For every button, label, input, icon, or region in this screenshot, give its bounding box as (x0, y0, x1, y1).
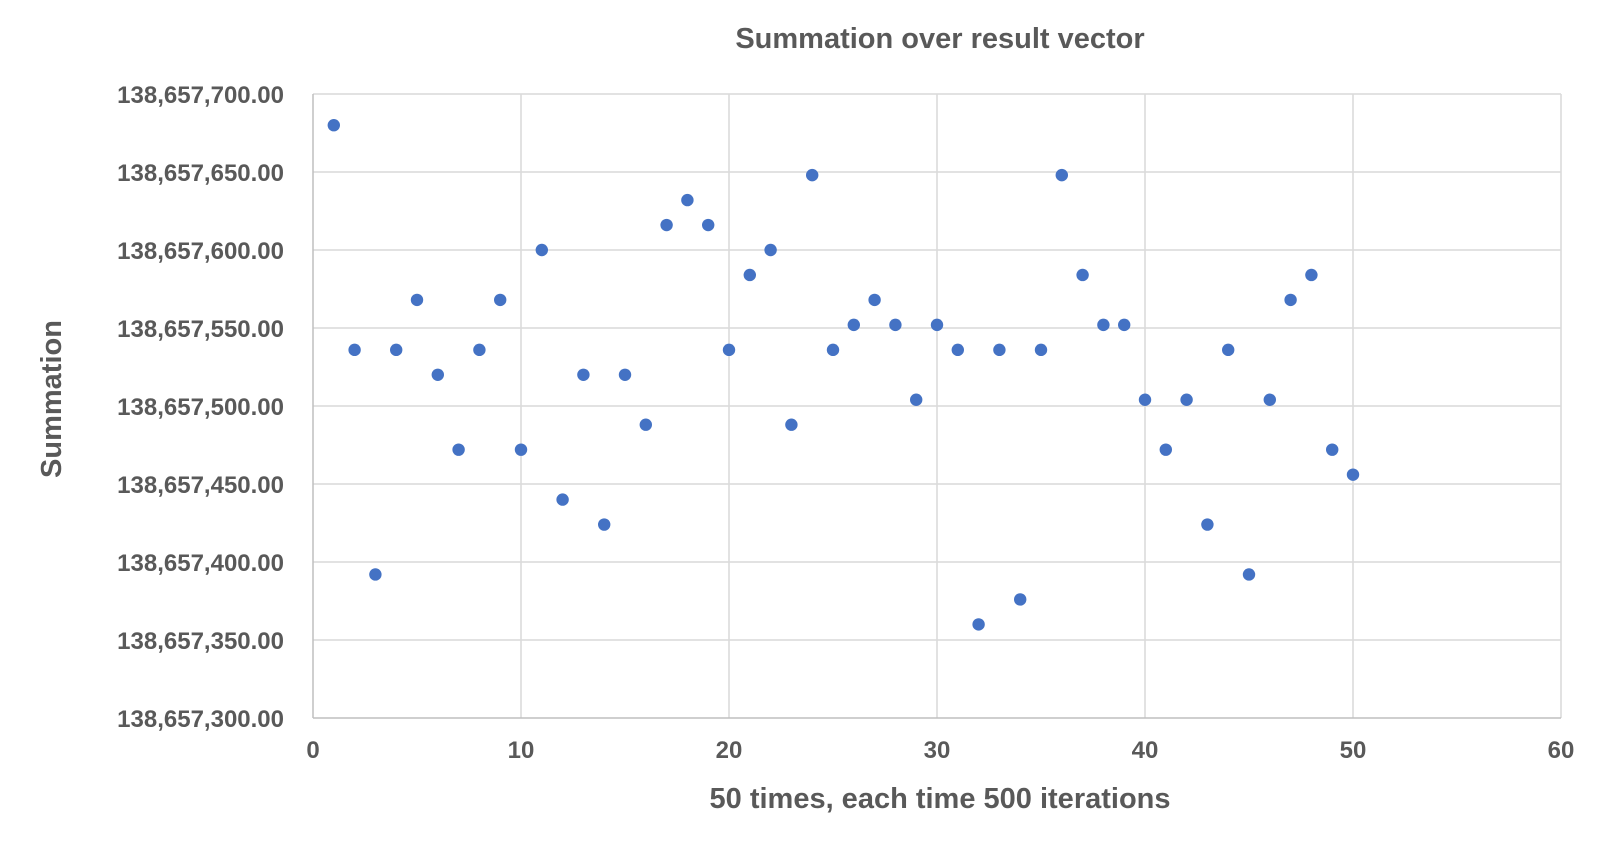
y-tick-label: 138,657,650.00 (117, 160, 284, 187)
data-point (722, 343, 736, 357)
data-point (1014, 593, 1027, 606)
data-point (972, 618, 985, 631)
data-point (868, 293, 881, 307)
data-point (1055, 168, 1069, 182)
data-point (660, 218, 673, 232)
data-point (410, 293, 424, 307)
data-point (1159, 443, 1173, 456)
data-point (1034, 343, 1048, 357)
data-point (826, 343, 840, 357)
data-points (327, 119, 1360, 631)
data-point (702, 218, 715, 232)
x-tick-label: 30 (924, 737, 951, 764)
data-point (1346, 468, 1360, 481)
data-point (348, 343, 361, 357)
data-point (764, 243, 777, 257)
x-tick-label: 60 (1548, 737, 1575, 764)
y-tick-label: 138,657,700.00 (117, 82, 284, 109)
tick-labels: 0 10 20 30 40 50 60 138,657,300.00 138,657,350.0… (117, 82, 1574, 764)
y-tick-label: 138,657,400.00 (117, 550, 284, 577)
data-point (535, 243, 548, 257)
data-point (1097, 318, 1110, 332)
y-tick-label: 138,657,350.00 (117, 628, 284, 655)
x-tick-label: 10 (508, 737, 535, 764)
data-point (951, 343, 964, 357)
y-tick-label: 138,657,300.00 (117, 706, 284, 733)
data-point (327, 119, 340, 132)
data-point (1076, 268, 1089, 282)
data-point (993, 343, 1006, 357)
data-point (556, 493, 569, 506)
data-point (577, 368, 590, 381)
data-point (1242, 568, 1256, 581)
x-tick-label: 0 (306, 737, 319, 764)
chart-title: Summation over result vector (735, 23, 1144, 55)
x-axis-title: 50 times, each time 500 iterations (710, 783, 1171, 815)
data-point (1305, 268, 1318, 282)
data-point (910, 393, 923, 406)
data-point (1326, 443, 1339, 456)
data-point (785, 418, 798, 431)
y-tick-label: 138,657,450.00 (117, 472, 284, 499)
data-point (1222, 343, 1235, 357)
data-point (369, 568, 382, 581)
data-point (514, 443, 528, 456)
data-point (1201, 518, 1214, 531)
data-point (1284, 293, 1297, 307)
data-point (618, 368, 632, 381)
data-point (847, 318, 860, 332)
data-point (889, 318, 902, 332)
y-axis-title: Summation (36, 320, 68, 478)
data-point (452, 443, 465, 456)
data-point (930, 318, 944, 332)
data-point (1263, 393, 1277, 406)
y-tick-label: 138,657,600.00 (117, 238, 284, 265)
data-point (431, 368, 444, 381)
data-point (681, 193, 694, 207)
data-point (473, 343, 486, 357)
data-point (1118, 318, 1131, 332)
y-tick-label: 138,657,500.00 (117, 394, 284, 421)
gridlines (313, 93, 1562, 718)
data-point (1180, 393, 1193, 406)
data-point (598, 518, 611, 531)
data-point (639, 418, 652, 431)
data-point (743, 268, 756, 282)
data-point (494, 293, 507, 307)
data-point (390, 343, 403, 357)
x-tick-label: 20 (716, 737, 743, 764)
x-tick-label: 40 (1132, 737, 1159, 764)
y-tick-label: 138,657,550.00 (117, 316, 284, 343)
axes (312, 94, 1561, 719)
data-point (1138, 393, 1152, 406)
data-point (806, 168, 819, 182)
x-tick-label: 50 (1340, 737, 1367, 764)
